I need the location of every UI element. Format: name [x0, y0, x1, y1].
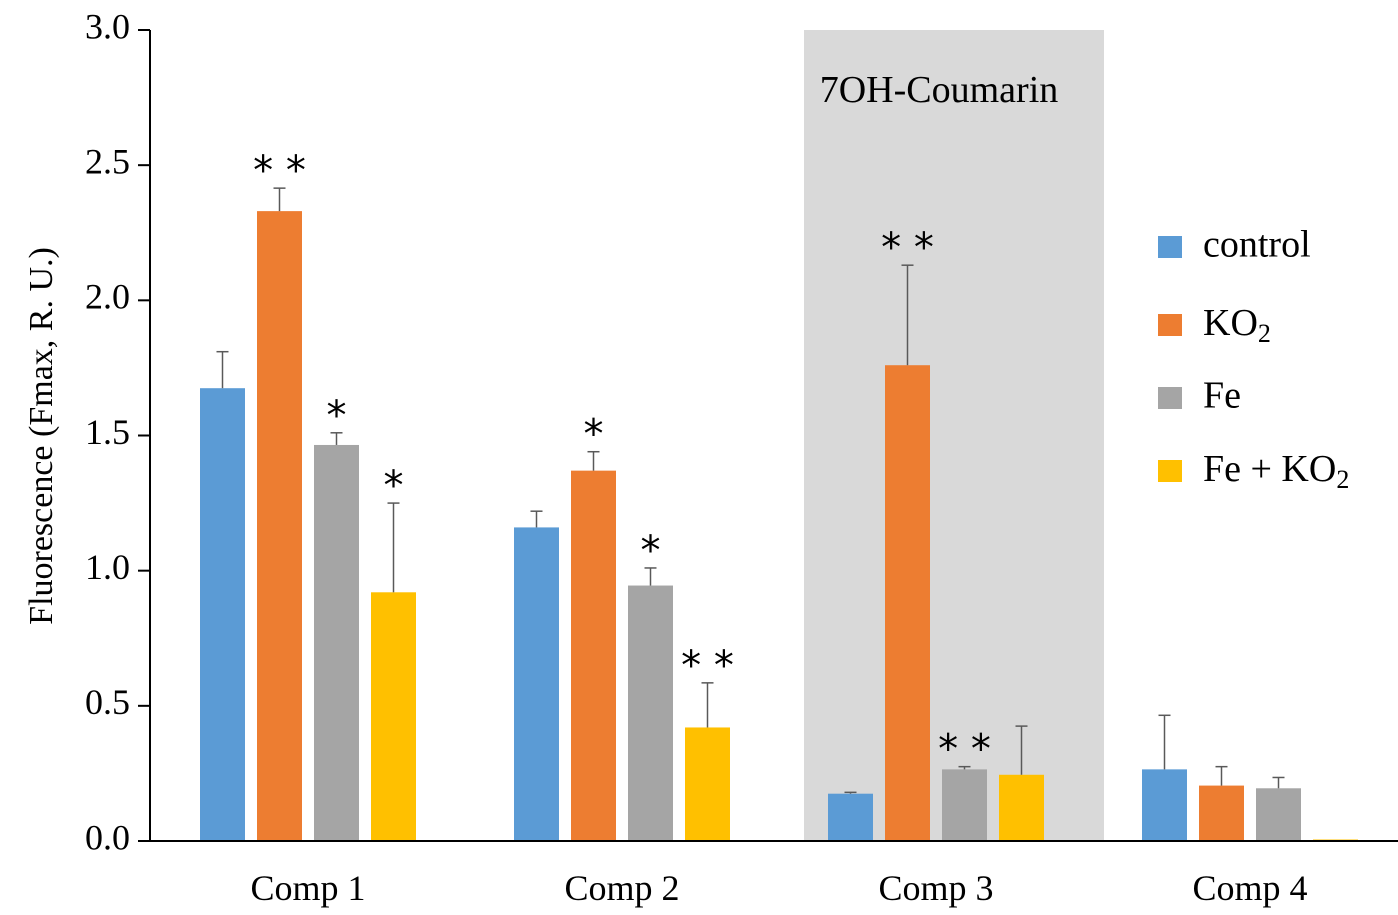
category-label: Comp 4: [1192, 868, 1307, 908]
legend-swatch: [1158, 460, 1182, 482]
bar: [685, 727, 730, 841]
y-tick-label: 2.5: [85, 141, 130, 181]
significance-marker: *: [641, 528, 661, 574]
highlight-region: [804, 30, 1104, 841]
significance-markers: * * * * * * * * * * * *: [253, 148, 991, 773]
bar: [514, 527, 559, 841]
bar: [1199, 785, 1244, 841]
legend-entry: Fe + KO2: [1203, 448, 1349, 494]
bar: [200, 388, 245, 841]
bar: [257, 211, 302, 841]
bar: [571, 470, 616, 841]
category-label: Comp 1: [250, 868, 365, 908]
y-axis-label: Fluorescence (Fmax, R. U.): [23, 247, 60, 625]
significance-marker: * *: [253, 148, 306, 194]
y-tick-label: 1.0: [85, 547, 130, 587]
y-tick-label: 3.0: [85, 6, 130, 46]
y-tick-label: 0.0: [85, 817, 130, 857]
significance-marker: * *: [938, 727, 991, 773]
highlight-band: [804, 30, 1104, 841]
bar: [1142, 769, 1187, 841]
bar: [1256, 788, 1301, 841]
y-tick-label: 1.5: [85, 412, 130, 452]
y-ticks: 0.0 0.5 1.0 1.5 2.0 2.5 3.0: [85, 6, 150, 857]
y-tick-label: 2.0: [85, 277, 130, 317]
bars: [200, 187, 1358, 841]
bar: [628, 585, 673, 841]
legend-swatch: [1158, 314, 1182, 336]
category-label: Comp 3: [878, 868, 993, 908]
category-label: Comp 2: [564, 868, 679, 908]
legend-swatch: [1158, 387, 1182, 409]
bar: [371, 592, 416, 841]
significance-marker: *: [327, 393, 347, 439]
category-labels: Comp 1 Comp 2 Comp 3 Comp 4: [250, 868, 1307, 908]
bar: [828, 793, 873, 841]
bar: [885, 365, 930, 841]
legend-entry: control: [1203, 224, 1311, 266]
significance-marker: *: [584, 412, 604, 458]
y-tick-label: 0.5: [85, 682, 130, 722]
significance-marker: *: [384, 463, 404, 509]
legend-entry: KO2: [1203, 302, 1271, 348]
significance-marker: * *: [681, 643, 734, 689]
bar: [942, 769, 987, 841]
bar: [314, 444, 359, 841]
highlight-label: 7OH-Coumarin: [820, 69, 1059, 111]
legend-swatch: [1158, 236, 1182, 258]
legend: control KO2 Fe Fe + KO2: [1158, 224, 1349, 494]
bar: [999, 774, 1044, 841]
significance-marker: * *: [881, 225, 934, 271]
legend-entry: Fe: [1203, 375, 1241, 417]
